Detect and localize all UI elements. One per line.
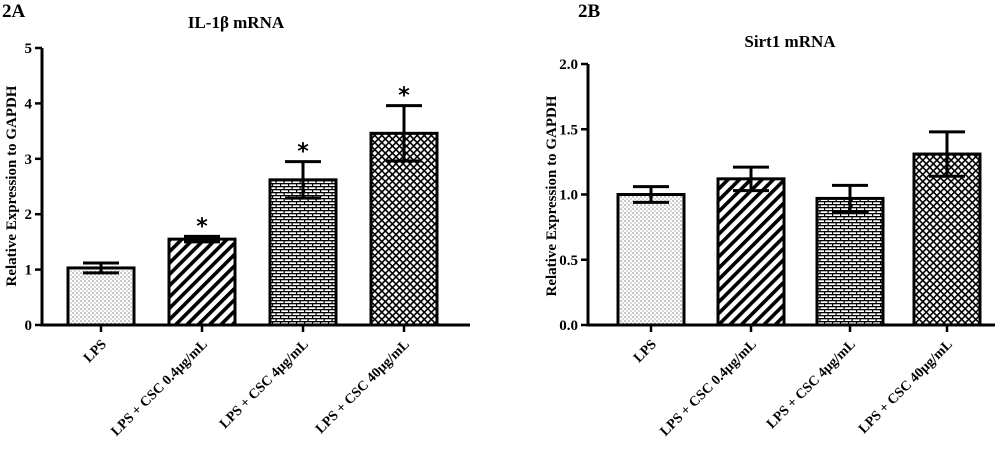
category-label: LPS + CSC 4μg/mL xyxy=(764,337,859,432)
y-tick-label: 2.0 xyxy=(559,57,578,73)
chart-title: IL-1β mRNA xyxy=(188,13,285,32)
bar xyxy=(912,152,982,327)
significance-star: * xyxy=(297,140,309,165)
panel-label: 2B xyxy=(578,1,601,22)
y-tick-label: 4 xyxy=(25,96,33,112)
bar xyxy=(616,193,686,327)
chart-title: Sirt1 mRNA xyxy=(744,32,836,51)
y-tick-label: 1.0 xyxy=(559,188,578,204)
category-label: LPS + CSC 0.4μg/mL xyxy=(109,337,211,439)
y-tick-label: 0.0 xyxy=(559,318,578,334)
significance-star: * xyxy=(196,214,208,239)
chart-panel-2a: 2A IL-1β mRNA Relative Expression to GAP… xyxy=(2,1,470,439)
bar xyxy=(268,178,338,327)
y-tick-label: 5 xyxy=(25,41,33,57)
category-label: LPS + CSC 4μg/mL xyxy=(217,337,312,432)
panel-label: 2A xyxy=(2,1,26,22)
bar xyxy=(716,177,786,327)
y-tick-label: 2 xyxy=(25,207,33,223)
bar xyxy=(66,266,136,327)
bar xyxy=(167,237,237,327)
y-tick-label: 1 xyxy=(25,263,33,279)
y-axis-label: Relative Expression to GAPDH xyxy=(544,95,560,296)
category-label: LPS xyxy=(631,337,660,366)
y-tick-label: 3 xyxy=(25,152,33,168)
category-label: LPS + CSC 0.4μg/mL xyxy=(658,337,760,439)
y-tick-label: 0.5 xyxy=(559,253,578,269)
significance-star: * xyxy=(398,84,410,109)
y-axis-label: Relative Expression to GAPDH xyxy=(4,85,20,286)
plot-area: 0 1 2 3 4 5 LPS * LPS + CSC 0.4μg/mL * LPS + CSC 4… xyxy=(25,41,470,439)
category-label: LPS + CSC 40μg/mL xyxy=(313,337,413,437)
category-label: LPS + CSC 40μg/mL xyxy=(856,337,956,437)
y-tick-label: 0 xyxy=(25,318,33,334)
bar xyxy=(815,196,885,327)
y-tick-label: 1.5 xyxy=(559,122,578,138)
chart-panel-2b: 2B Sirt1 mRNA Relative Expression to GAP… xyxy=(544,1,995,439)
category-label: LPS xyxy=(81,337,110,366)
